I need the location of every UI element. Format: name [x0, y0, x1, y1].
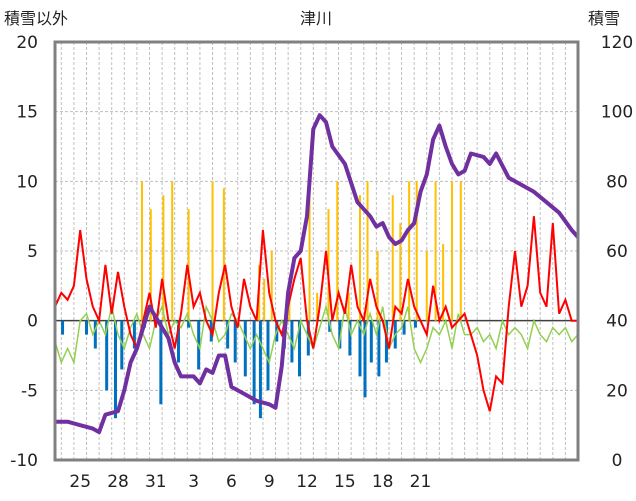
precipitation-bar	[376, 251, 379, 321]
snow-change-bar	[105, 320, 109, 391]
snow-change-bar	[252, 320, 256, 405]
precipitation-bar	[327, 209, 330, 321]
snow-change-bar	[85, 320, 89, 335]
left-axis-ticks: 20 15 10 5 0 -5 -10	[10, 33, 38, 471]
right-tick-label: 40	[606, 312, 628, 332]
precipitation-bar	[442, 244, 445, 321]
precipitation-bar	[171, 181, 174, 321]
precipitation-bar	[434, 181, 437, 321]
snow-change-bar	[369, 320, 373, 363]
left-tick-label: 10	[16, 172, 38, 192]
left-tick-label: 5	[27, 242, 38, 262]
snow-change-bar	[413, 320, 417, 328]
precipitation-bar	[358, 195, 361, 321]
snow-change-bar	[297, 320, 301, 377]
snow-change-bar	[358, 320, 362, 377]
precipitation-bar	[450, 181, 453, 321]
snow-change-bar	[363, 320, 367, 398]
x-axis-ticks: 25 28 31 3 6 9 12 15 18 21	[69, 472, 431, 492]
snow-change-bar	[120, 320, 124, 370]
x-tick-label: 6	[226, 472, 237, 492]
snow-change-bar	[402, 320, 406, 335]
precipitation-bar	[149, 209, 152, 321]
right-tick-label: 0	[612, 451, 623, 471]
chart-title: 津川	[300, 9, 332, 28]
snow-change-bar	[113, 320, 117, 419]
snow-change-bar	[348, 320, 352, 356]
x-tick-label: 3	[188, 472, 199, 492]
precipitation-bar	[459, 181, 462, 321]
snow-change-bar	[258, 320, 262, 419]
right-axis-label: 積雪	[588, 9, 620, 28]
precipitation-bars	[140, 181, 462, 321]
precipitation-bar	[140, 181, 143, 321]
right-axis-ticks: 120 100 80 60 40 20 0	[601, 33, 633, 471]
precipitation-bar	[270, 251, 273, 321]
snow-change-bar	[226, 320, 230, 349]
snow-change-bar	[266, 320, 270, 391]
precipitation-bar	[316, 292, 319, 321]
snow-depth-line	[55, 113, 580, 435]
snow-change-bar	[159, 320, 163, 405]
left-axis-label: 積雪以外	[4, 9, 68, 28]
snow-change-bar	[132, 320, 136, 349]
x-tick-label: 25	[69, 472, 91, 492]
x-tick-label: 31	[145, 472, 167, 492]
precipitation-bar	[336, 181, 339, 321]
right-tick-label: 120	[601, 33, 633, 53]
precipitation-bar	[415, 181, 418, 321]
precipitation-bar	[425, 251, 428, 321]
right-tick-label: 60	[606, 242, 628, 262]
precipitation-bar	[263, 278, 266, 321]
snow-change-bar	[377, 320, 381, 377]
x-tick-label: 21	[410, 472, 432, 492]
snow-change-bar	[177, 320, 181, 363]
snow-change-bar	[187, 320, 191, 328]
left-tick-label: -5	[21, 381, 38, 401]
right-tick-label: 20	[606, 381, 628, 401]
precipitation-bar	[308, 181, 311, 321]
left-tick-label: 0	[27, 312, 38, 332]
x-tick-label: 12	[296, 472, 318, 492]
precipitation-bar	[408, 181, 411, 321]
precipitation-bar	[399, 223, 402, 321]
precipitation-bar	[187, 209, 190, 321]
snow-change-bar	[338, 320, 342, 349]
precipitation-bar	[366, 181, 369, 321]
snow-change-bar	[61, 320, 65, 335]
left-tick-label: 15	[16, 103, 38, 123]
precipitation-bar	[347, 292, 350, 321]
right-tick-label: 80	[606, 172, 628, 192]
precipitation-bar	[222, 188, 225, 321]
x-tick-label: 28	[107, 472, 129, 492]
snow-change-bar	[233, 320, 237, 363]
precipitation-bar	[162, 195, 165, 321]
x-tick-label: 18	[372, 472, 394, 492]
plot-frame	[53, 40, 580, 462]
left-tick-label: 20	[16, 33, 38, 53]
precipitation-bar	[211, 181, 214, 321]
right-tick-label: 100	[601, 103, 633, 123]
snow-change-bar	[93, 320, 97, 349]
snow-change-bar	[243, 320, 247, 377]
precipitation-bar	[391, 195, 394, 321]
left-tick-label: -10	[10, 451, 38, 471]
x-tick-label: 15	[334, 472, 356, 492]
gridlines	[55, 42, 578, 460]
x-tick-label: 9	[264, 472, 275, 492]
